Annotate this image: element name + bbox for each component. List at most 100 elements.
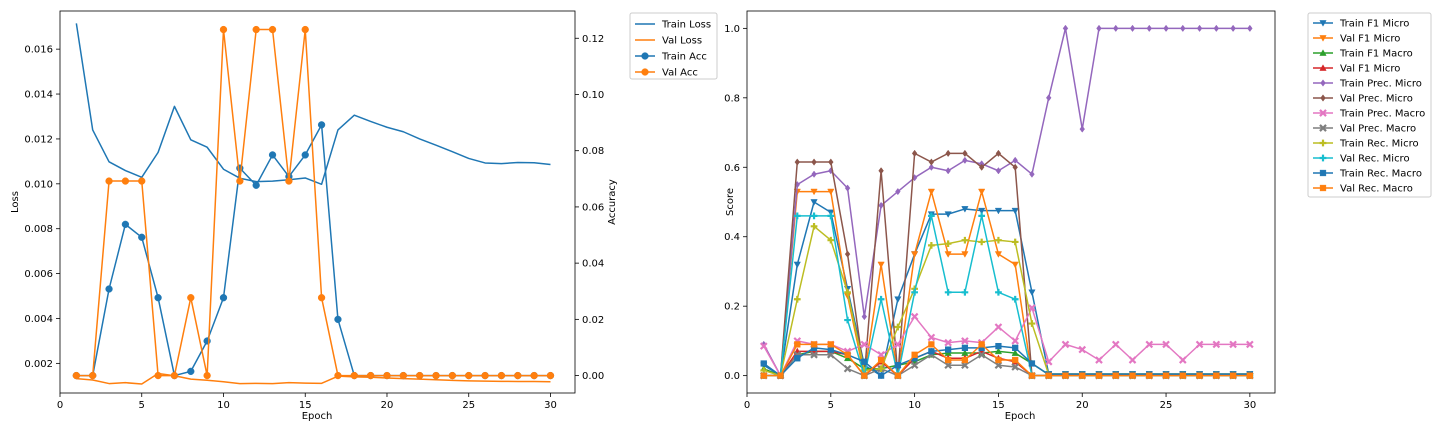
data-point-val-prec-macro — [961, 361, 969, 370]
data-point-train-prec-micro — [1012, 156, 1018, 164]
data-point-train-acc — [138, 233, 146, 241]
data-point-train-acc — [121, 220, 130, 228]
legend-marker-val-prec-micro — [1320, 94, 1326, 102]
data-point-val-f1-micro — [877, 261, 885, 269]
accuracy-y-tick-label: 0.00 — [582, 371, 604, 382]
data-point-val-prec-micro — [928, 158, 935, 166]
data-point-val-acc — [481, 371, 489, 380]
score-y-tick-label: 0.0 — [724, 371, 740, 382]
data-point-val-rec-macro — [978, 341, 985, 348]
loss-x-axis-label: Epoch — [302, 411, 333, 422]
loss-x-tick-label: 20 — [381, 400, 394, 411]
data-point-val-acc — [399, 371, 407, 380]
data-point-train-rec-micro — [877, 365, 885, 373]
series-line-val-prec-micro — [763, 152, 1250, 377]
data-point-val-rec-macro — [1095, 372, 1103, 379]
data-point-val-rec-macro — [911, 351, 918, 358]
legend-marker-train-f1-micro — [1319, 20, 1327, 27]
legend-marker-val-rec-micro — [1319, 154, 1327, 162]
data-point-val-rec-macro — [945, 356, 952, 364]
data-point-val-rec-macro — [1162, 372, 1170, 379]
legend-marker-val-rec-macro — [1319, 184, 1327, 192]
data-point-val-rec-micro — [1011, 295, 1019, 303]
data-point-train-rec-micro — [810, 222, 818, 230]
data-point-train-prec-macro — [1212, 340, 1221, 349]
data-point-val-acc — [350, 371, 358, 380]
data-point-val-rec-micro — [827, 212, 835, 220]
score-y-axis-label: Score — [725, 188, 736, 216]
series-line-val-prec-macro — [763, 354, 1250, 377]
data-point-val-rec-macro — [1062, 372, 1069, 379]
data-point-train-rec-macro — [760, 360, 767, 367]
data-point-train-f1-micro — [961, 206, 969, 213]
data-point-train-prec-macro — [1078, 345, 1087, 354]
data-point-val-rec-macro — [894, 372, 901, 379]
score-x-tick-label: 15 — [992, 400, 1005, 411]
data-point-val-prec-macro — [977, 350, 986, 359]
data-point-val-f1-micro — [994, 251, 1003, 258]
data-point-val-rec-macro — [1179, 372, 1186, 379]
score-x-tick-label: 5 — [828, 400, 834, 411]
loss-accuracy-plot-frame — [59, 10, 576, 394]
accuracy-y-tick-label: 0.08 — [582, 146, 604, 157]
data-point-val-rec-macro — [777, 372, 784, 379]
data-point-train-rec-micro — [1011, 238, 1019, 246]
data-point-train-f1-micro — [894, 296, 902, 303]
data-point-train-rec-macro — [1012, 344, 1019, 351]
data-point-val-rec-macro — [1229, 372, 1237, 379]
data-point-val-prec-micro — [794, 158, 800, 166]
data-point-val-prec-micro — [828, 158, 834, 166]
score-y-tick-label: 1.0 — [724, 24, 740, 35]
loss-y-tick-label: 0.004 — [24, 314, 53, 325]
data-point-train-rec-micro — [961, 236, 969, 244]
data-point-val-prec-macro — [826, 350, 835, 359]
data-point-train-prec-micro — [995, 167, 1002, 175]
data-point-val-prec-micro — [995, 149, 1002, 157]
data-point-val-rec-macro — [1012, 356, 1019, 364]
data-point-train-acc — [334, 315, 342, 324]
data-point-train-prec-micro — [1163, 24, 1169, 32]
data-point-train-rec-micro — [995, 236, 1002, 244]
data-point-train-prec-macro — [1128, 356, 1137, 364]
loss-y-ticks: 0.002 0.004 0.006 0.008 0.010 0.012 0.014 0.016 — [24, 45, 60, 370]
series-line-train-rec-macro — [763, 345, 1250, 377]
data-point-train-f1-micro — [1028, 289, 1036, 297]
data-point-val-rec-macro — [794, 341, 801, 348]
data-point-val-rec-micro — [928, 212, 935, 220]
accuracy-y-tick-label: 0.06 — [582, 202, 604, 213]
legend-marker-val-prec-macro — [1319, 124, 1327, 132]
legend-label-val-rec-macro: Val Rec. Macro — [1340, 184, 1413, 195]
data-point-train-rec-micro — [978, 238, 986, 246]
data-point-train-acc — [154, 294, 162, 302]
accuracy-y-ticks: 0.00 0.02 0.04 0.06 0.08 0.10 0.12 — [575, 34, 604, 382]
data-point-train-prec-micro — [1029, 170, 1035, 178]
loss-y-tick-label: 0.006 — [24, 269, 53, 280]
legend-label-val-prec-macro: Val Prec. Macro — [1340, 124, 1416, 135]
loss-accuracy-legend: Train Loss Val Loss Train Acc Val Acc — [629, 12, 718, 80]
data-point-train-prec-micro — [844, 184, 851, 192]
accuracy-y-tick-label: 0.10 — [582, 90, 604, 101]
data-point-val-f1-micro — [944, 251, 952, 258]
data-point-train-prec-micro — [1196, 24, 1203, 32]
data-point-train-prec-macro — [961, 337, 969, 345]
data-point-val-rec-macro — [810, 341, 818, 348]
data-point-val-acc — [203, 371, 211, 380]
data-point-train-rec-macro — [861, 358, 868, 365]
legend-label-train-acc: Train Acc — [661, 52, 707, 63]
data-point-val-rec-micro — [995, 288, 1002, 296]
data-point-train-f1-micro — [978, 207, 986, 215]
legend-label-train-prec-micro: Train Prec. Micro — [1339, 79, 1422, 90]
loss-y-tick-label: 0.016 — [24, 45, 53, 56]
data-point-train-acc — [105, 285, 113, 293]
score-y-ticks: 0.0 0.2 0.4 0.6 0.8 1.0 — [724, 24, 747, 382]
loss-y-tick-label: 0.014 — [24, 90, 53, 101]
data-point-train-rec-micro — [844, 288, 851, 296]
data-point-val-acc — [236, 177, 244, 185]
data-point-train-f1-micro — [944, 211, 952, 218]
data-point-train-rec-macro — [794, 355, 801, 362]
score-x-tick-label: 25 — [1160, 400, 1173, 411]
data-point-val-rec-macro — [995, 356, 1002, 364]
data-point-val-rec-micro — [911, 288, 918, 296]
score-x-tick-label: 20 — [1076, 400, 1089, 411]
data-point-val-f1-micro — [927, 188, 936, 196]
